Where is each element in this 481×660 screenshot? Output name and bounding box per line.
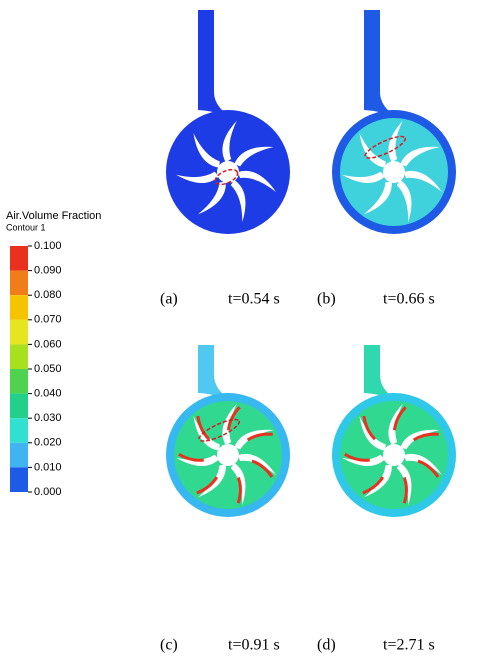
panel-letter: (b) [317, 291, 336, 308]
legend-label: 0.070 [34, 314, 62, 326]
legend-label: 0.050 [34, 363, 62, 375]
figure: Air.Volume Fraction Contour 1 0.100 0.090… [0, 0, 481, 660]
legend-label: 0.080 [34, 289, 62, 301]
legend-swatch [10, 443, 28, 468]
legend-swatch [10, 467, 28, 492]
hub [383, 161, 405, 183]
legend-swatch [10, 320, 28, 345]
figure-canvas: Air.Volume Fraction Contour 1 0.100 0.090… [0, 0, 481, 660]
hub [217, 161, 239, 183]
panel-time: t=0.66 s [383, 291, 435, 308]
legend-label: 0.010 [34, 461, 62, 473]
panel-letter: (c) [160, 637, 178, 654]
legend-label: 0.000 [34, 486, 62, 498]
hub [383, 444, 405, 466]
pump-contour [166, 10, 290, 234]
legend-label: 0.020 [34, 437, 62, 449]
legend-swatch [10, 369, 28, 394]
panel-letter: (a) [160, 291, 178, 308]
legend-label: 0.090 [34, 265, 62, 277]
pump-contour [332, 345, 456, 517]
panel-time: t=0.54 s [228, 291, 280, 308]
legend-label: 0.100 [34, 240, 62, 252]
legend-label: 0.060 [34, 338, 62, 350]
legend-swatch [10, 344, 28, 369]
pump-contour [166, 345, 290, 517]
legend-swatch [10, 271, 28, 296]
legend-label: 0.030 [34, 412, 62, 424]
panel-time: t=2.71 s [383, 637, 435, 654]
legend-label: 0.040 [34, 388, 62, 400]
panel-letter: (d) [317, 637, 336, 654]
legend-subtitle: Contour 1 [6, 222, 46, 232]
legend-swatch [10, 246, 28, 271]
legend-swatch [10, 295, 28, 320]
pump-contour [332, 10, 456, 234]
legend-title: Air.Volume Fraction [6, 210, 101, 222]
hub [217, 444, 239, 466]
legend-swatch [10, 418, 28, 443]
panel-time: t=0.91 s [228, 637, 280, 654]
legend-swatch [10, 394, 28, 419]
